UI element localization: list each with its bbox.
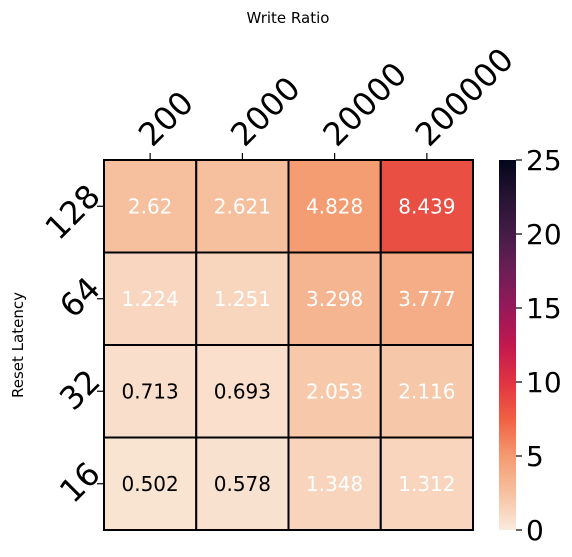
cell-value-label: 1.224: [121, 287, 178, 311]
heatmap-cell: [103, 159, 198, 254]
colorbar-tick-label: 20: [526, 218, 562, 251]
cell-value-label: 0.502: [121, 472, 178, 496]
heatmap-cell: [195, 344, 290, 439]
colorbar-tick-label: 5: [526, 440, 544, 473]
y-tick-label: 64: [52, 270, 108, 326]
heatmap-cells: 2.62 2.621 4.828 8.439 1.224 1.251 3.298 3.777 0…: [103, 159, 474, 531]
cell-value-label: 2.116: [398, 379, 455, 403]
cell-value-label: 8.439: [398, 194, 455, 218]
cell-value-label: 1.312: [398, 472, 455, 496]
colorbar-tick-label: 0: [526, 514, 544, 547]
heatmap-cell: [379, 159, 474, 254]
heatmap-cell: [103, 436, 198, 531]
colorbar-ticks: 0 5 10 15 20 25: [516, 144, 562, 547]
cell-value-label: 2.053: [306, 379, 363, 403]
cell-value-label: 3.298: [306, 287, 363, 311]
cell-value-label: 2.621: [214, 194, 271, 218]
heatmap-cell: [379, 436, 474, 531]
cell-value-label: 3.777: [398, 287, 455, 311]
x-tick-label: 2000: [223, 69, 307, 153]
x-tick-label: 200: [131, 84, 201, 154]
cell-value-label: 0.578: [214, 472, 271, 496]
cell-value-label: 1.348: [306, 472, 363, 496]
x-tick-label: 200000: [408, 40, 521, 153]
heatmap-cell: [195, 436, 290, 531]
heatmap-cell: [195, 159, 290, 254]
heatmap-cell: [379, 344, 474, 439]
y-tick-label: 128: [38, 177, 108, 247]
x-tick-label: 20000: [315, 55, 414, 154]
colorbar-tick-label: 15: [526, 292, 562, 325]
y-tick-labels: 128 64 32 16: [38, 177, 108, 510]
cell-value-label: 1.251: [214, 287, 271, 311]
colorbar-tick-label: 10: [526, 366, 562, 399]
cell-value-label: 2.62: [128, 194, 173, 218]
colorbar: [499, 160, 516, 530]
cell-value-label: 0.693: [214, 379, 271, 403]
y-axis-title: Reset Latency: [9, 292, 27, 398]
cell-value-label: 4.828: [306, 194, 363, 218]
y-tick-label: 32: [52, 362, 108, 418]
x-axis-title: Write Ratio: [247, 9, 330, 27]
heatmap-cell: [379, 251, 474, 346]
y-tick-label: 16: [52, 455, 108, 511]
cell-value-label: 0.713: [121, 379, 178, 403]
heatmap-cell: [195, 251, 290, 346]
colorbar-tick-label: 25: [526, 144, 562, 177]
